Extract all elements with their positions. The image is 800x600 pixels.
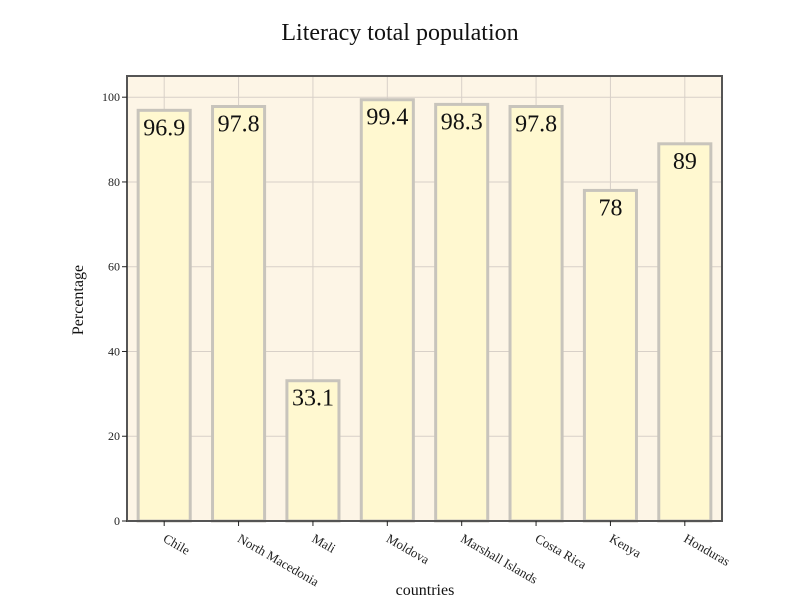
y-axis-label: Percentage: [70, 265, 87, 335]
y-tick-label: 100: [102, 90, 120, 104]
bar-value-label: 78: [598, 195, 622, 221]
y-tick-label: 60: [108, 260, 120, 274]
bar: [285, 379, 341, 523]
x-tick-label: Honduras: [681, 531, 732, 569]
y-axis: 0 20 40 60 80 100: [102, 90, 127, 528]
x-tick-label: Moldova: [384, 531, 432, 568]
bar-value-label: 97.8: [515, 112, 557, 138]
x-tick-label: Costa Rica: [533, 531, 590, 572]
bar-value-label: 96.9: [143, 115, 185, 141]
bar: [434, 102, 490, 523]
y-tick-label: 40: [108, 344, 120, 358]
y-tick-label: 80: [108, 175, 120, 189]
x-tick-label: Chile: [161, 531, 193, 558]
x-tick-label: North Macedonia: [235, 531, 322, 590]
bar-value-label: 97.8: [218, 112, 260, 138]
y-tick-label: 20: [108, 429, 120, 443]
x-tick-label: Mali: [309, 531, 338, 556]
bar-value-label: 98.3: [441, 109, 483, 135]
x-tick-label: Marshall Islands: [458, 531, 540, 587]
bar-value-label: 33.1: [292, 386, 334, 412]
bar: [508, 105, 564, 523]
bar-value-label: 99.4: [366, 105, 408, 131]
plot-frame: [126, 75, 723, 522]
bar: [211, 105, 267, 523]
bar: [136, 108, 192, 523]
x-axis-label: countries: [396, 582, 455, 599]
bars: [136, 98, 713, 523]
bar-value-label: 89: [673, 149, 697, 175]
chart-title: Literacy total population: [281, 20, 518, 46]
bar: [582, 188, 638, 523]
y-tick-label: 0: [114, 514, 120, 528]
bar: [657, 142, 713, 523]
x-tick-label: Kenya: [607, 531, 644, 561]
bar: [359, 98, 415, 523]
data-labels: 96.9 97.8 33.1 99.4 98.3 97.8 78 89: [143, 105, 697, 412]
